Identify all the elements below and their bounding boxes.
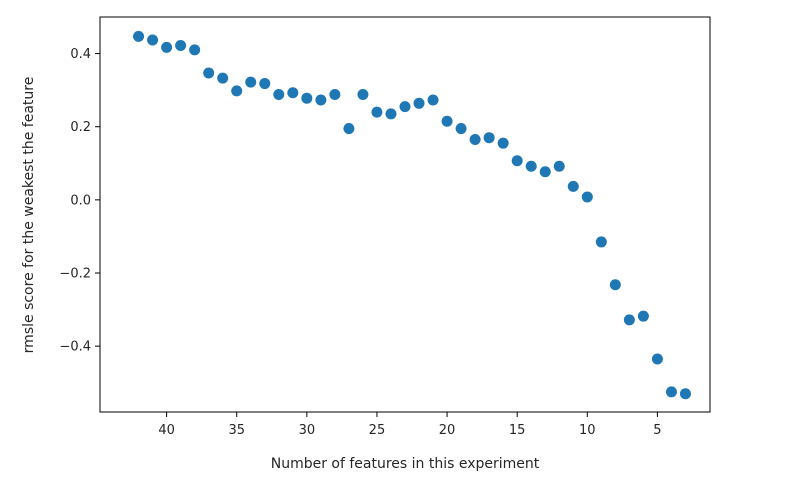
x-axis-ticks: 40 35 30 25 20 15 10 5 xyxy=(158,412,662,438)
plot-area-frame xyxy=(99,16,711,413)
data-point-10 xyxy=(273,89,285,101)
y-tick-label-1: 0.2 xyxy=(70,120,91,135)
data-point-24 xyxy=(469,134,481,146)
data-point-2 xyxy=(161,41,173,53)
data-point-17 xyxy=(371,106,383,118)
x-tick-label-6: 10 xyxy=(579,423,596,438)
x-tick-label-3: 25 xyxy=(369,423,386,438)
x-tick-label-4: 20 xyxy=(439,423,456,438)
data-point-28 xyxy=(525,160,537,172)
data-point-1 xyxy=(147,34,159,46)
data-point-0 xyxy=(133,30,145,42)
data-point-8 xyxy=(245,76,257,88)
data-point-34 xyxy=(609,279,621,291)
x-tick-label-7: 5 xyxy=(653,423,661,438)
data-point-27 xyxy=(511,155,523,167)
y-axis-ticks: 0.4 0.2 0.0 −0.2 −0.4 xyxy=(59,47,100,355)
data-point-11 xyxy=(287,87,299,99)
points-layer xyxy=(133,30,691,400)
data-point-30 xyxy=(553,160,565,172)
data-point-16 xyxy=(357,89,369,101)
data-point-31 xyxy=(567,180,579,192)
y-tick-label-2: 0.0 xyxy=(70,193,91,208)
data-point-23 xyxy=(455,123,467,135)
data-point-9 xyxy=(259,78,271,90)
data-point-18 xyxy=(385,108,397,120)
data-point-19 xyxy=(399,101,411,113)
data-point-26 xyxy=(497,137,509,149)
data-point-14 xyxy=(329,89,341,101)
x-tick-label-2: 30 xyxy=(299,423,316,438)
data-point-38 xyxy=(665,386,677,398)
y-axis-label: rmsle score for the weakest the feature xyxy=(21,77,37,354)
data-point-32 xyxy=(581,191,593,203)
data-point-21 xyxy=(427,94,439,106)
data-point-3 xyxy=(175,40,187,52)
data-point-29 xyxy=(539,166,551,178)
x-tick-label-0: 40 xyxy=(158,423,175,438)
data-point-6 xyxy=(217,72,229,84)
data-point-20 xyxy=(413,97,425,109)
x-tick-label-1: 35 xyxy=(228,423,245,438)
data-point-33 xyxy=(595,236,607,248)
y-tick-label-4: −0.4 xyxy=(59,340,91,355)
data-point-15 xyxy=(343,123,355,135)
data-point-36 xyxy=(637,310,649,322)
data-point-5 xyxy=(203,67,215,79)
data-point-35 xyxy=(623,314,635,326)
data-point-37 xyxy=(651,353,663,365)
y-tick-label-0: 0.4 xyxy=(70,47,91,62)
data-point-13 xyxy=(315,94,327,106)
data-point-25 xyxy=(483,132,495,144)
data-point-22 xyxy=(441,115,453,127)
data-point-7 xyxy=(231,85,243,97)
x-axis-label: Number of features in this experiment xyxy=(271,456,540,472)
x-tick-label-5: 15 xyxy=(509,423,526,438)
data-point-4 xyxy=(189,44,201,56)
data-point-39 xyxy=(679,388,691,400)
data-point-12 xyxy=(301,92,313,104)
y-tick-label-3: −0.2 xyxy=(59,267,91,282)
